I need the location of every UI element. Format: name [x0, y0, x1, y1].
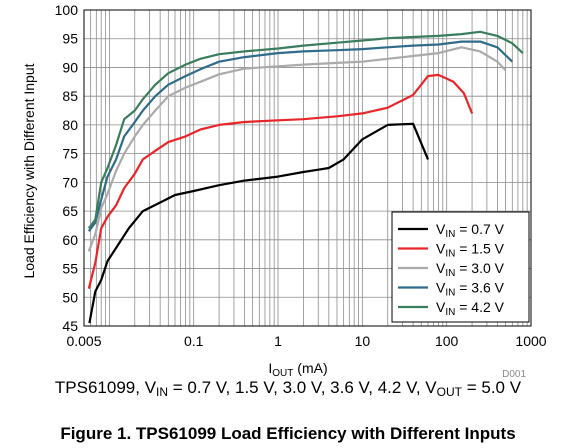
x-tick-label: 10	[355, 333, 371, 349]
y-tick-label: 65	[62, 203, 78, 219]
figure-subtitle: TPS61099, VIN = 0.7 V, 1.5 V, 3.0 V, 3.6…	[54, 378, 522, 399]
figure-caption: Figure 1. TPS61099 Load Efficiency with …	[60, 424, 516, 443]
series-line-2	[87, 46, 507, 252]
series-line-0	[88, 122, 430, 324]
y-tick-label: 70	[62, 174, 78, 190]
legend-label: VIN = 1.5 V	[436, 241, 505, 260]
plot-frame	[83, 9, 532, 327]
y-tick-label: 50	[62, 289, 78, 305]
series-line-4	[87, 30, 524, 229]
figure-reference-code: D001	[502, 369, 526, 378]
legend-label: VIN = 4.2 V	[436, 299, 505, 318]
y-tick-label: 45	[62, 318, 78, 334]
y-axis-label: Load Efficiency with Different Input	[21, 63, 37, 278]
x-axis-label: IOUT (mA)	[268, 360, 327, 378]
y-tick-label: 95	[62, 31, 78, 47]
legend-label: VIN = 3.0 V	[436, 260, 505, 279]
y-tick-label: 100	[55, 2, 79, 18]
x-tick-label: 1000	[515, 333, 546, 349]
y-tick-label: 55	[62, 261, 78, 277]
series-line-3	[87, 40, 514, 232]
y-tick-label: 75	[62, 146, 78, 162]
x-tick-label: 1	[274, 333, 282, 349]
legend-label: VIN = 0.7 V	[436, 221, 505, 240]
legend-label: VIN = 3.6 V	[436, 280, 505, 299]
y-tick-label: 90	[62, 59, 78, 75]
y-tick-label: 60	[62, 232, 78, 248]
x-tick-label: 0.1	[184, 333, 204, 349]
y-axis-ticks: 45 50 55 60 65 70 75 80 85 90 95 100	[55, 2, 79, 334]
x-axis-ticks: 0.005 0.1 1 10 100 1000	[66, 333, 546, 349]
x-tick-label: 100	[435, 333, 459, 349]
series-lines	[87, 30, 524, 324]
y-tick-label: 85	[62, 88, 78, 104]
efficiency-chart: 45 50 55 60 65 70 75 80 85 90 95 100 0.005 0.1 1 10 100…	[21, 2, 547, 378]
series-line-1	[87, 73, 474, 289]
y-tick-label: 80	[62, 117, 78, 133]
x-tick-label: 0.005	[66, 333, 101, 349]
